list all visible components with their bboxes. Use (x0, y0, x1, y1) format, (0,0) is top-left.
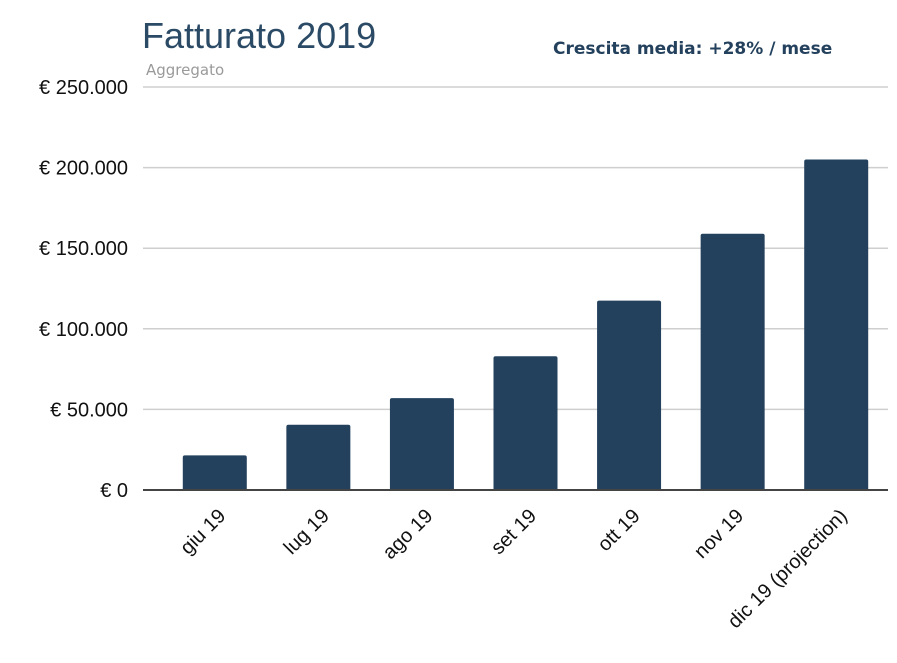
bar-0 (182, 455, 247, 490)
x-tick-label: nov 19 (690, 505, 748, 563)
x-tick-label: lug 19 (280, 505, 334, 559)
x-tick-label: ago 19 (379, 505, 438, 564)
growth-annotation: Crescita media: +28% / mese (553, 39, 832, 59)
y-tick-label: € 50.000 (50, 399, 128, 421)
bars (182, 159, 869, 491)
bar-4 (597, 300, 662, 490)
y-tick-label: € 100.000 (39, 319, 128, 341)
bar-5 (700, 233, 765, 490)
bar-1 (286, 424, 351, 490)
x-tick-label: ott 19 (594, 505, 645, 556)
y-tick-label: € 150.000 (39, 238, 128, 260)
chart-title: Fatturato 2019 (142, 15, 376, 56)
chart-subtitle: Aggregato (146, 61, 224, 79)
x-tick-label: giu 19 (176, 505, 230, 559)
bar-3 (493, 356, 558, 490)
bar-6 (804, 159, 869, 491)
y-axis-ticks: € 0 € 50.000 € 100.000 € 150.000 € 200.000 € … (39, 77, 128, 502)
y-tick-label: € 250.000 (39, 77, 128, 99)
bar-2 (389, 398, 454, 490)
y-tick-label: € 0 (100, 480, 128, 502)
x-tick-label: set 19 (487, 505, 541, 559)
y-tick-label: € 200.000 (39, 158, 128, 180)
x-axis-ticks: giu 19 lug 19 ago 19 set 19 ott 19 nov 19dic … (176, 505, 852, 633)
